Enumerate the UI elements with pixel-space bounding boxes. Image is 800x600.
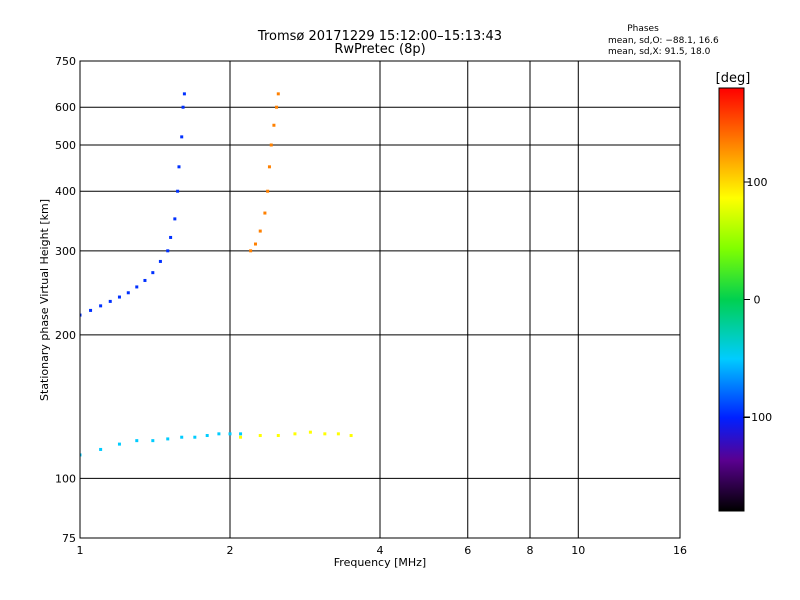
data-point [173,217,177,221]
y-axis-label: Stationary phase Virtual Height [km] [38,199,51,401]
data-point [276,434,280,438]
data-point [177,165,181,169]
x-tick-label: 16 [673,544,687,557]
y-tick-label: 300 [55,245,76,258]
data-point [135,285,139,289]
data-point [349,434,353,438]
data-point [151,271,155,275]
data-point [308,430,312,434]
stats-line-o: mean, sd,O: −88.1, 16.6 [608,36,719,46]
data-point [249,249,253,253]
data-point [89,308,93,312]
data-point [267,165,271,169]
data-point [263,211,267,215]
data-point [266,189,270,193]
data-point [135,439,139,443]
stats-line-x: mean, sd,X: 91.5, 18.0 [608,47,711,57]
y-tick-label: 600 [55,101,76,114]
data-point [269,143,273,147]
data-point [239,432,243,436]
data-point [117,295,121,299]
data-point [193,435,197,439]
data-point [158,259,162,263]
colorbar-tick-label: 100 [747,176,768,189]
plot-frame [79,60,681,539]
data-point [275,105,279,109]
data-point [143,278,147,282]
data-point [258,229,262,233]
stats-heading: Phases [627,24,659,34]
data-point [166,437,170,441]
data-point [108,299,112,303]
data-points [80,92,353,457]
data-point [293,432,297,436]
colorbar-label: [deg] [716,71,751,86]
data-point [80,313,82,317]
data-point [253,242,257,246]
colorbar [718,87,745,512]
data-point [180,135,184,139]
x-tick-label: 8 [527,544,534,557]
y-tick-label: 75 [62,532,76,545]
y-tick-label: 750 [55,55,76,68]
data-point [228,432,232,436]
y-tick-label: 500 [55,139,76,152]
grid-lines [79,60,681,539]
data-point [276,92,280,96]
data-point [169,235,173,239]
x-tick-labels: 1 2 4 6 8 10 16 [77,544,688,557]
x-tick-label: 6 [464,544,471,557]
data-point [272,123,276,127]
data-point [180,435,184,439]
data-point [126,291,130,295]
data-point [166,249,170,253]
data-point [99,447,103,451]
data-point [151,439,155,443]
data-point [205,434,209,438]
data-point [176,189,180,193]
data-point [182,92,186,96]
chart-subtitle: RwPretec (8p) [334,42,425,57]
x-axis-label: Frequency [MHz] [334,556,426,569]
y-tick-labels: 75 100 200 300 400 500 600 750 [55,55,76,545]
colorbar-ticks: 100 0 −100 [742,176,772,424]
data-point [181,105,185,109]
x-tick-label: 4 [377,544,384,557]
y-tick-label: 200 [55,329,76,342]
x-tick-label: 2 [227,544,234,557]
x-tick-label: 1 [77,544,84,557]
data-point [258,434,262,438]
data-point [323,432,327,436]
data-point [336,432,340,436]
data-point [239,435,243,439]
data-point [80,453,82,457]
y-tick-label: 100 [55,472,76,485]
colorbar-tick-label: −100 [742,411,772,424]
colorbar-tick-label: 0 [754,294,761,307]
data-point [217,432,221,436]
y-tick-label: 400 [55,185,76,198]
x-tick-label: 10 [571,544,585,557]
chart-title: Tromsø 20171229 15:12:00–15:13:43 [257,29,502,44]
data-point [99,304,103,308]
data-point [117,442,121,446]
